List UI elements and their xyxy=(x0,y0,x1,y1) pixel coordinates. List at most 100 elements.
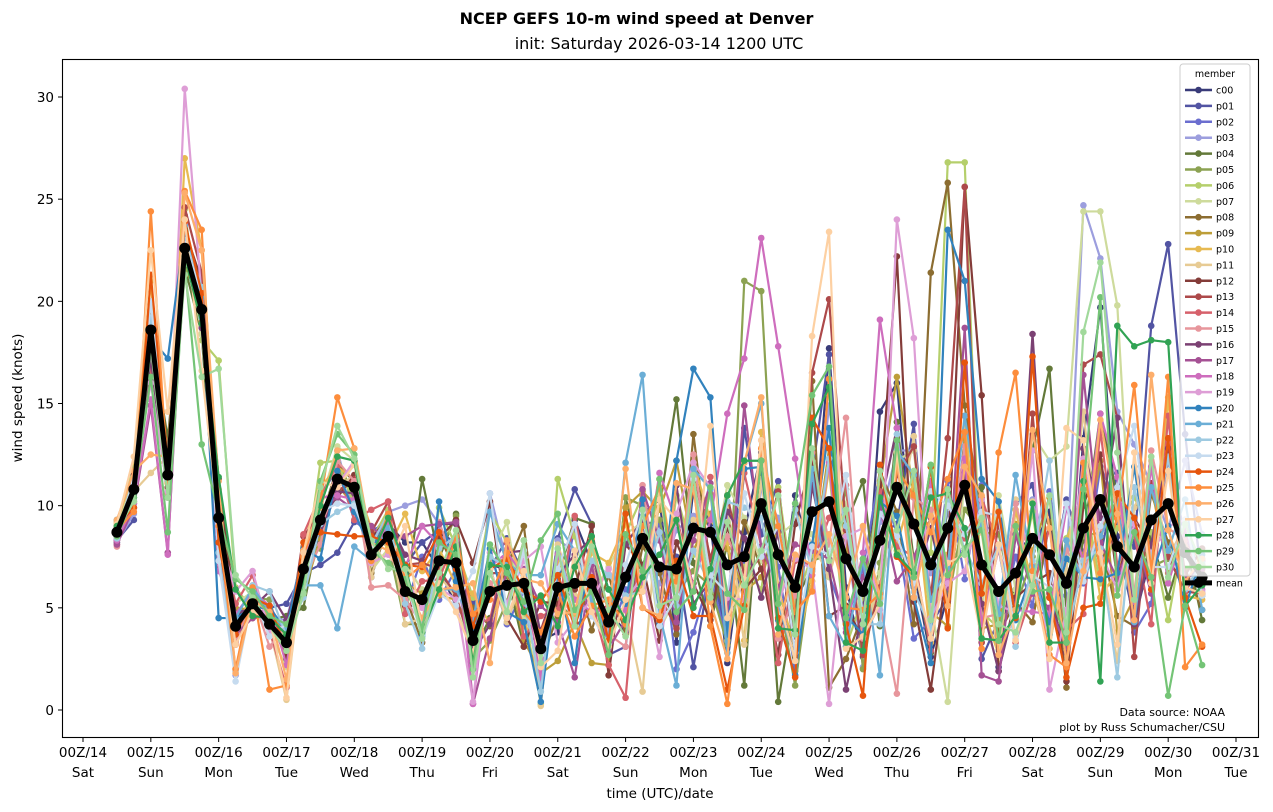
data-point xyxy=(317,459,324,467)
data-point xyxy=(1063,424,1070,432)
legend-label: p27 xyxy=(1216,515,1234,526)
data-point xyxy=(401,502,409,509)
data-point xyxy=(232,586,239,593)
legend-label: p28 xyxy=(1216,531,1234,542)
data-point xyxy=(944,571,952,579)
mean-point xyxy=(382,530,394,542)
data-point xyxy=(724,590,731,597)
data-point xyxy=(334,453,341,460)
data-point xyxy=(707,622,714,630)
data-point xyxy=(910,635,918,642)
mean-point xyxy=(959,479,971,491)
data-point xyxy=(673,618,680,626)
legend-item-p16: p16 xyxy=(1185,340,1234,351)
data-point xyxy=(673,594,680,601)
data-point xyxy=(1046,686,1053,693)
data-point xyxy=(808,588,816,595)
legend-title: member xyxy=(1195,69,1235,80)
legend-item-p04: p04 xyxy=(1185,149,1234,160)
data-point xyxy=(1097,549,1104,556)
data-point xyxy=(622,459,629,467)
legend-label: p07 xyxy=(1216,197,1234,208)
data-point xyxy=(944,698,952,706)
legend-label: p09 xyxy=(1216,229,1234,240)
data-point xyxy=(1063,500,1070,507)
y-tick-label: 25 xyxy=(37,192,54,208)
data-point xyxy=(418,539,426,546)
data-point xyxy=(910,573,918,581)
mean-point xyxy=(891,481,903,493)
legend-swatch-marker xyxy=(1195,452,1202,460)
legend-label: p17 xyxy=(1216,356,1234,367)
data-point xyxy=(605,565,612,573)
data-point xyxy=(927,659,935,667)
data-point xyxy=(1063,684,1070,691)
legend-item-p18: p18 xyxy=(1185,372,1234,383)
mean-point xyxy=(348,481,360,493)
data-point xyxy=(232,669,239,677)
data-point xyxy=(995,498,1002,505)
data-point xyxy=(825,345,833,352)
data-point xyxy=(520,608,528,616)
x-tick-label: 00Z/26 xyxy=(873,745,921,761)
legend-swatch-marker xyxy=(1195,372,1202,380)
data-point xyxy=(724,481,731,489)
data-point xyxy=(469,698,477,706)
data-point xyxy=(232,571,239,579)
data-point xyxy=(1114,302,1121,309)
data-point xyxy=(910,334,918,342)
data-point xyxy=(740,606,748,614)
data-point xyxy=(876,467,884,475)
data-point xyxy=(639,506,646,514)
data-point xyxy=(1181,602,1189,610)
mean-point xyxy=(654,561,665,573)
data-point xyxy=(1097,259,1104,266)
data-point xyxy=(334,624,341,632)
data-point xyxy=(740,535,748,542)
data-point xyxy=(690,471,697,479)
legend-label: p23 xyxy=(1216,451,1234,462)
data-point xyxy=(334,549,341,556)
data-point xyxy=(1063,629,1070,636)
data-point xyxy=(384,582,392,589)
data-point xyxy=(486,490,494,497)
legend-label: p02 xyxy=(1216,117,1234,128)
data-point xyxy=(673,479,680,487)
data-point xyxy=(1164,526,1172,534)
mean-point xyxy=(297,563,309,575)
data-point xyxy=(893,424,901,432)
legend-swatch-marker xyxy=(1193,577,1204,588)
data-point xyxy=(147,246,155,254)
legend-swatch-marker xyxy=(1195,198,1202,205)
legend-swatch-marker xyxy=(1195,182,1202,189)
mean-point xyxy=(603,616,615,628)
data-point xyxy=(673,682,680,689)
x-tick-label: 00Z/15 xyxy=(127,745,175,761)
x-tick-label: 00Z/18 xyxy=(330,745,378,761)
data-point xyxy=(791,551,799,559)
legend-item-p09: p09 xyxy=(1185,229,1234,240)
data-point xyxy=(469,567,477,575)
data-point xyxy=(978,635,985,642)
data-point xyxy=(588,659,595,667)
data-point xyxy=(978,671,985,679)
data-point xyxy=(774,342,782,350)
legend-label: p04 xyxy=(1216,149,1234,160)
data-point xyxy=(961,359,969,366)
data-point xyxy=(740,457,748,465)
data-point xyxy=(1046,524,1053,532)
data-point xyxy=(554,657,562,665)
data-point xyxy=(944,434,952,442)
legend-label: p29 xyxy=(1216,547,1234,558)
data-point xyxy=(978,514,985,522)
data-point xyxy=(1130,616,1138,624)
data-point xyxy=(503,569,511,577)
y-axis: 0 5 10 15 20 25 30 xyxy=(37,90,63,719)
mean-point xyxy=(518,577,530,589)
data-point xyxy=(825,557,833,565)
legend-label: p01 xyxy=(1216,101,1234,112)
data-point xyxy=(300,549,307,556)
data-point xyxy=(724,614,731,622)
legend-swatch-marker xyxy=(1195,325,1202,332)
data-point xyxy=(520,643,528,650)
